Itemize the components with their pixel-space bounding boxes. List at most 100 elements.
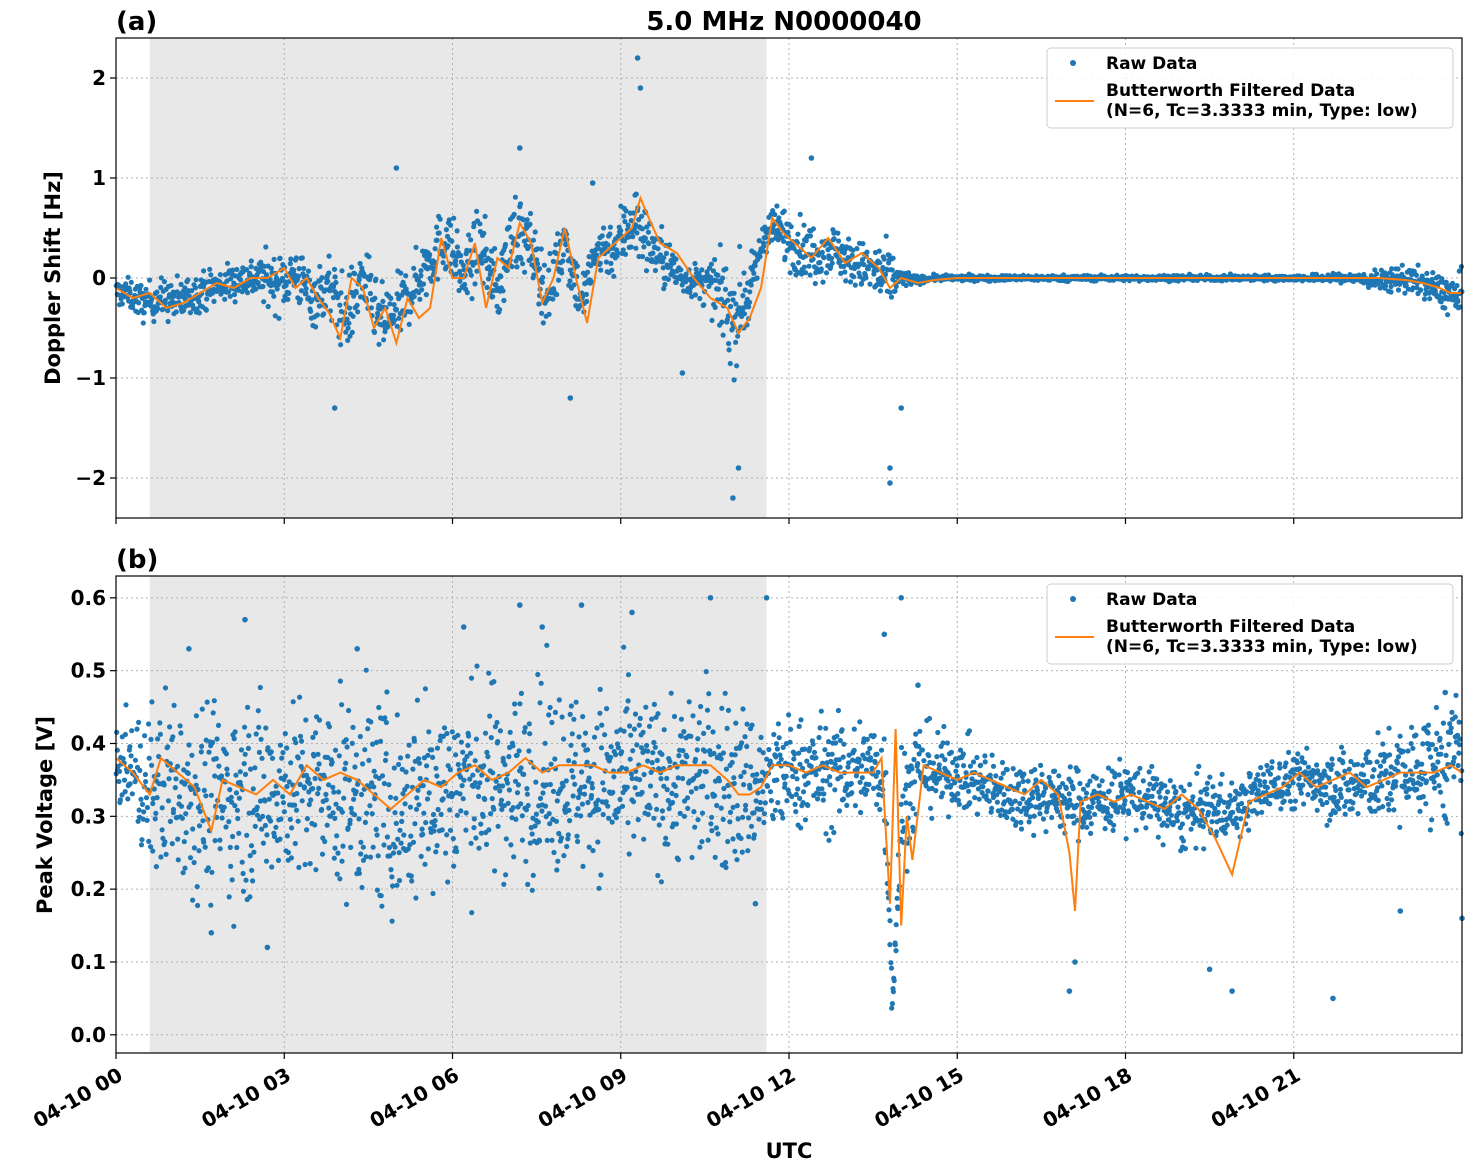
raw-data-point — [823, 831, 829, 837]
raw-data-point — [546, 811, 552, 817]
raw-data-point — [422, 861, 428, 867]
raw-data-point — [1093, 775, 1099, 781]
panel-a-legend-filtered-label: Butterworth Filtered Data (N=6, Tc=3.3333… — [1106, 81, 1418, 121]
raw-data-outlier — [808, 155, 815, 161]
raw-data-point — [889, 267, 895, 273]
raw-data-point — [696, 720, 702, 726]
raw-data-point — [455, 732, 461, 738]
raw-data-point — [305, 776, 311, 782]
raw-data-point — [740, 814, 746, 820]
raw-data-point — [137, 767, 143, 774]
raw-data-point — [663, 250, 670, 256]
raw-data-point — [1264, 762, 1270, 769]
raw-data-point — [594, 725, 600, 731]
raw-data-point — [510, 743, 516, 749]
raw-data-point — [265, 303, 271, 310]
raw-data-point — [737, 281, 743, 287]
raw-data-point — [197, 808, 203, 815]
raw-data-point — [1302, 760, 1308, 766]
raw-data-point — [366, 254, 372, 260]
raw-data-point — [895, 905, 901, 912]
raw-data-point — [656, 822, 662, 828]
raw-data-point — [829, 751, 835, 757]
raw-data-point — [469, 296, 475, 302]
raw-data-point — [704, 707, 711, 713]
raw-data-point — [840, 754, 846, 760]
raw-data-point — [387, 794, 394, 800]
raw-data-point — [857, 779, 863, 785]
raw-data-point — [373, 276, 379, 282]
raw-data-point — [883, 770, 889, 776]
raw-data-point — [599, 722, 605, 728]
raw-data-point — [242, 724, 248, 730]
raw-data-point — [1219, 771, 1225, 777]
raw-data-point — [807, 233, 814, 239]
raw-data-point — [262, 822, 268, 829]
raw-data-point — [550, 296, 556, 302]
raw-data-point — [125, 274, 131, 280]
raw-data-point — [293, 740, 299, 746]
raw-data-point — [414, 795, 420, 801]
raw-data-point — [440, 796, 446, 802]
raw-data-point — [688, 733, 694, 739]
raw-data-point — [337, 302, 343, 308]
raw-data-point — [248, 264, 254, 270]
raw-data-point — [463, 810, 469, 816]
raw-data-point — [1164, 823, 1170, 829]
raw-data-point — [821, 255, 827, 261]
raw-data-point — [585, 799, 591, 806]
raw-data-point — [287, 261, 293, 267]
raw-data-point — [483, 841, 490, 848]
raw-data-point — [1181, 788, 1187, 794]
raw-data-point — [303, 286, 309, 292]
raw-data-point — [772, 211, 778, 218]
raw-data-point — [441, 725, 448, 731]
raw-data-point — [1262, 779, 1268, 785]
raw-data-point — [804, 758, 810, 764]
raw-data-point — [383, 719, 389, 726]
raw-data-point — [267, 818, 274, 824]
raw-data-point — [1277, 765, 1283, 771]
raw-data-point — [326, 805, 332, 811]
raw-data-point — [601, 225, 607, 231]
raw-data-point — [447, 807, 453, 813]
raw-data-point — [277, 836, 283, 842]
raw-data-point — [641, 771, 647, 778]
raw-data-point — [437, 737, 443, 744]
raw-data-point — [719, 705, 725, 711]
raw-data-point — [234, 807, 240, 813]
y-tick-label: 2 — [92, 66, 106, 90]
raw-data-point — [426, 790, 432, 796]
raw-data-point — [213, 288, 220, 294]
raw-data-point — [1292, 798, 1298, 804]
raw-data-point — [836, 808, 843, 814]
raw-data-point — [1063, 785, 1069, 792]
raw-data-point — [211, 698, 217, 704]
raw-data-point — [158, 284, 164, 291]
raw-data-point — [344, 316, 350, 322]
raw-data-point — [1118, 781, 1124, 787]
raw-data-point — [453, 258, 459, 264]
raw-data-point — [533, 811, 540, 817]
raw-data-point — [367, 854, 374, 860]
raw-data-point — [730, 325, 736, 331]
raw-data-point — [280, 750, 286, 756]
raw-data-point — [652, 744, 658, 750]
raw-data-point — [637, 715, 643, 722]
raw-data-point — [805, 780, 811, 786]
raw-data-point — [381, 780, 387, 787]
raw-data-point — [1264, 785, 1270, 791]
raw-data-point — [271, 282, 278, 288]
raw-data-point — [116, 768, 123, 775]
raw-data-point — [724, 725, 730, 732]
raw-data-point — [1052, 768, 1058, 774]
raw-data-point — [820, 279, 826, 285]
raw-data-point — [212, 838, 218, 844]
raw-data-point — [544, 837, 550, 844]
raw-data-point — [754, 275, 760, 281]
raw-data-point — [392, 844, 398, 850]
raw-data-point — [762, 800, 768, 806]
raw-data-point — [422, 686, 428, 692]
raw-data-point — [673, 792, 679, 799]
raw-data-point — [213, 756, 219, 762]
